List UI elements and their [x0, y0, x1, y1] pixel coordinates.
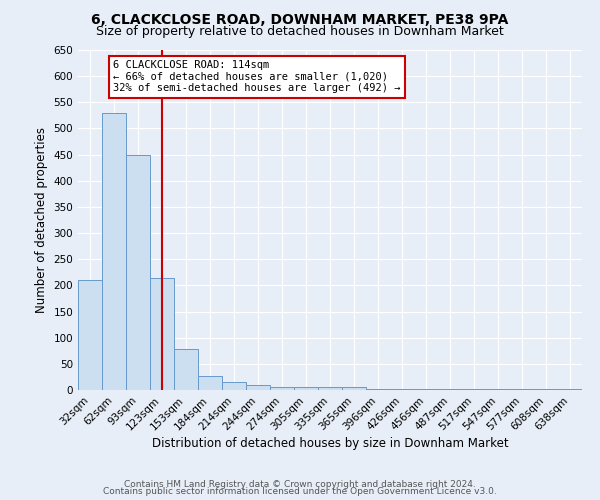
Text: Contains HM Land Registry data © Crown copyright and database right 2024.: Contains HM Land Registry data © Crown c… [124, 480, 476, 489]
Bar [558, 389, 582, 390]
Y-axis label: Number of detached properties: Number of detached properties [35, 127, 48, 313]
Bar [390, 389, 414, 390]
Text: Size of property relative to detached houses in Downham Market: Size of property relative to detached ho… [96, 25, 504, 38]
Bar [78, 280, 102, 390]
Text: 6, CLACKCLOSE ROAD, DOWNHAM MARKET, PE38 9PA: 6, CLACKCLOSE ROAD, DOWNHAM MARKET, PE38… [91, 12, 509, 26]
Bar [438, 389, 462, 390]
X-axis label: Distribution of detached houses by size in Downham Market: Distribution of detached houses by size … [152, 438, 508, 450]
Bar [102, 113, 126, 390]
Text: 6 CLACKCLOSE ROAD: 114sqm
← 66% of detached houses are smaller (1,020)
32% of se: 6 CLACKCLOSE ROAD: 114sqm ← 66% of detac… [113, 60, 401, 94]
Bar [318, 388, 342, 390]
Bar [366, 389, 390, 390]
Bar [510, 389, 534, 390]
Bar [126, 154, 150, 390]
Bar [486, 389, 510, 390]
Bar [198, 376, 222, 390]
Bar [342, 388, 366, 390]
Bar [150, 278, 174, 390]
Bar [462, 389, 486, 390]
Bar [534, 389, 558, 390]
Bar [222, 382, 246, 390]
Text: Contains public sector information licensed under the Open Government Licence v3: Contains public sector information licen… [103, 487, 497, 496]
Bar [294, 388, 318, 390]
Bar [174, 349, 198, 390]
Bar [414, 389, 438, 390]
Bar [270, 388, 294, 390]
Bar [246, 385, 270, 390]
